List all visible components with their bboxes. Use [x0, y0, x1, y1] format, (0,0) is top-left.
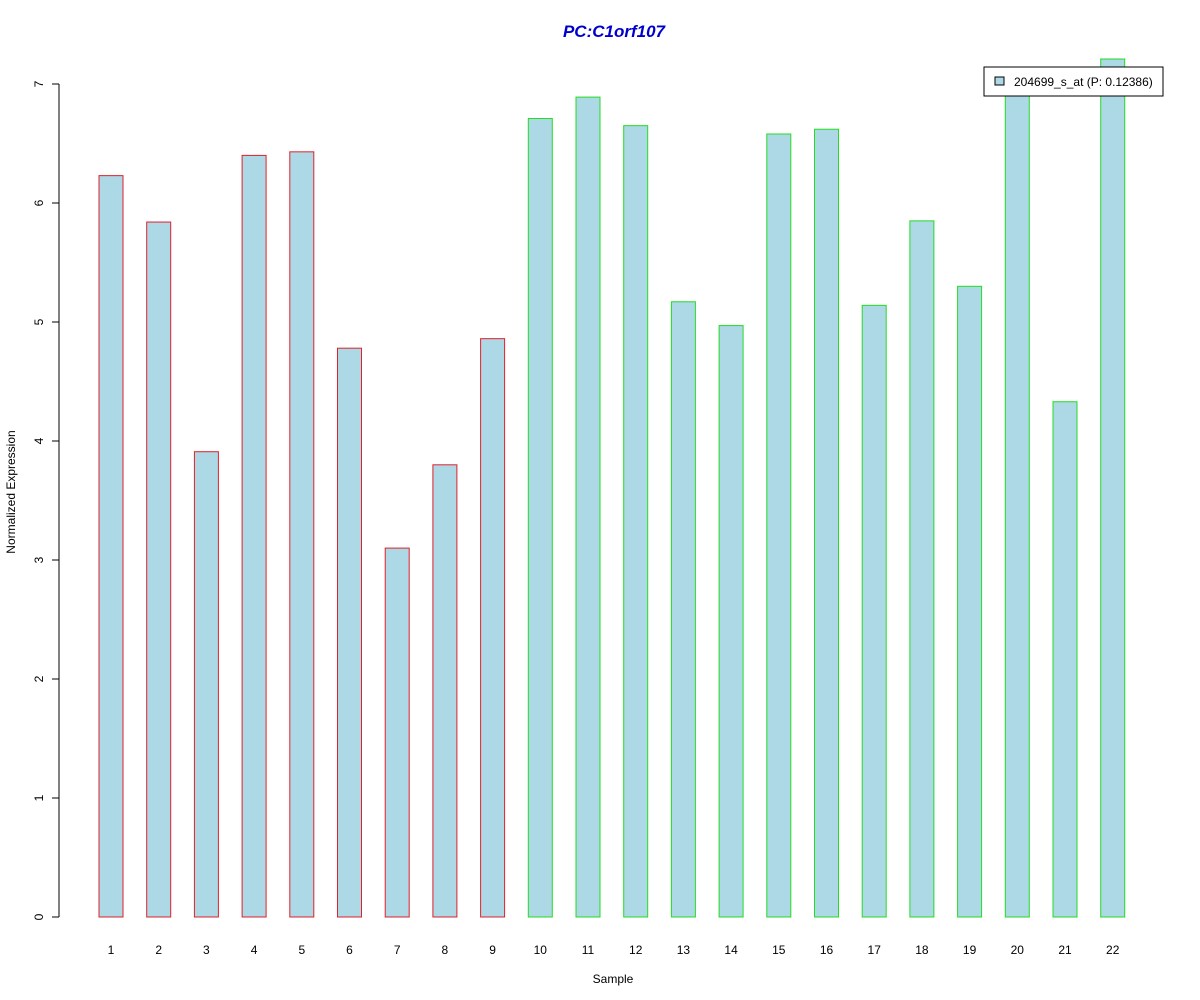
x-tick-label: 2	[155, 943, 162, 957]
x-tick-label: 21	[1058, 943, 1072, 957]
x-tick-label: 11	[582, 943, 595, 957]
x-tick-label: 10	[534, 943, 548, 957]
y-tick-label: 2	[32, 675, 46, 682]
chart-title: PC:C1orf107	[563, 22, 667, 41]
y-axis-label: Normalized Expression	[4, 430, 18, 553]
bar	[241, 154, 267, 918]
legend: 204699_s_at (P: 0.12386)	[983, 66, 1164, 97]
bar	[527, 118, 553, 918]
x-tick-label: 9	[489, 943, 496, 957]
y-tick-label: 0	[32, 913, 46, 920]
x-tick-label: 19	[963, 943, 977, 957]
y-tick-label: 6	[32, 199, 46, 206]
bar	[384, 547, 410, 918]
bar	[670, 301, 696, 918]
bar	[718, 325, 744, 918]
x-tick-label: 20	[1011, 943, 1025, 957]
bar	[575, 96, 601, 918]
bar	[480, 338, 506, 918]
y-tick-label: 5	[32, 318, 46, 325]
x-tick-label: 16	[820, 943, 834, 957]
x-tick-label: 4	[251, 943, 258, 957]
bar	[193, 451, 219, 918]
x-tick-label: 18	[915, 943, 929, 957]
x-tick-label: 7	[394, 943, 401, 957]
x-tick-label: 14	[724, 943, 738, 957]
x-tick-label: 8	[442, 943, 449, 957]
y-tick-label: 3	[32, 556, 46, 563]
x-tick-label: 12	[629, 943, 643, 957]
x-tick-label: 1	[108, 943, 115, 957]
bar	[98, 175, 124, 918]
bar	[432, 464, 458, 918]
x-tick-label: 22	[1106, 943, 1120, 957]
bar	[861, 304, 887, 918]
bar	[1004, 90, 1030, 918]
x-tick-label: 5	[298, 943, 305, 957]
bar	[814, 128, 839, 918]
y-tick-label: 4	[32, 437, 46, 444]
bar	[289, 151, 315, 918]
x-axis-label: Sample	[593, 972, 634, 986]
x-tick-label: 3	[203, 943, 210, 957]
x-tick-label: 17	[868, 943, 882, 957]
x-tick-label: 15	[772, 943, 786, 957]
bar	[766, 133, 792, 918]
x-tick-label: 13	[677, 943, 691, 957]
bar	[909, 220, 935, 918]
bar	[1052, 401, 1078, 918]
bar	[957, 285, 983, 918]
legend-box	[983, 66, 1164, 97]
bars	[98, 58, 1126, 918]
bar	[146, 221, 172, 918]
legend-swatch	[994, 76, 1005, 86]
x-tick-label: 6	[346, 943, 353, 957]
bar	[623, 125, 649, 918]
x-axis-ticks: 1 2 3 4 5 6 7 8 9 10 11 12 13 14 15 16 17 18 19 20 21 22	[108, 943, 1120, 957]
y-axis: 0 1 2 3 4 5 6 7	[32, 80, 60, 920]
y-tick-label: 1	[32, 794, 46, 801]
y-tick-label: 7	[32, 80, 46, 87]
bar	[1100, 58, 1126, 918]
legend-entry: 204699_s_at (P: 0.12386)	[1014, 75, 1153, 89]
bar	[337, 347, 362, 918]
